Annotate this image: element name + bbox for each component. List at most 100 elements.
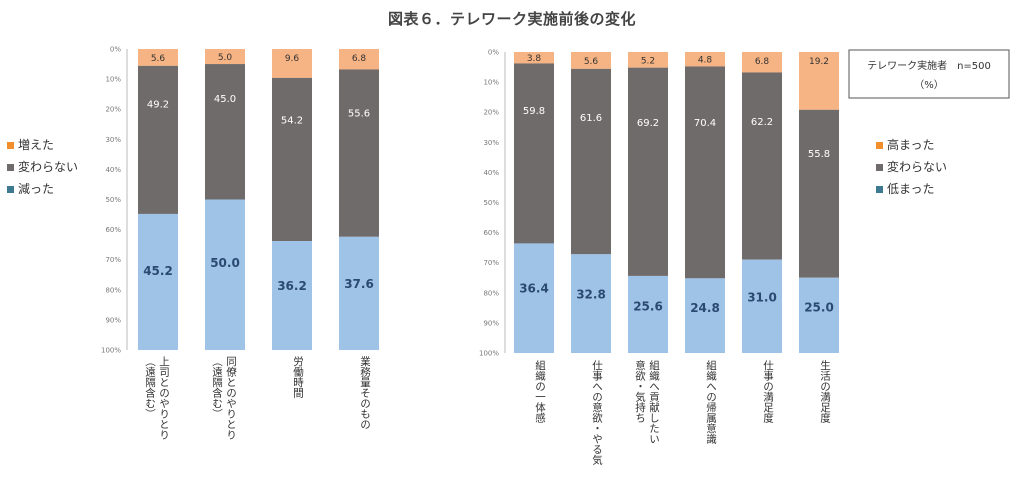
y-tick-label: 20% [483, 109, 499, 117]
legend-swatch [876, 142, 883, 149]
chart-right: 0% 10% 20% 30% 40% 50% 60% 70% 80% 90% 100% 3.8 59.8… [479, 49, 839, 466]
y-tick-label: 70% [483, 259, 499, 267]
data-label: 55.8 [808, 149, 830, 160]
bar-segment-bottom [571, 254, 611, 353]
y-tick-label: 80% [105, 286, 121, 294]
data-label: 55.6 [348, 108, 370, 119]
legend-label: 減った [18, 181, 54, 196]
bar-segment-top [205, 49, 245, 65]
y-tick-label: 40% [105, 166, 121, 174]
y-tick-label: 80% [483, 289, 499, 297]
note-line2: （%） [914, 79, 944, 91]
note-box: テレワーク実施者 n=500 （%） [848, 49, 1010, 99]
y-tick-label: 0% [110, 46, 121, 54]
bar-segment-middle [205, 64, 245, 200]
data-label: 5.6 [151, 54, 166, 64]
data-label: 45.2 [143, 264, 173, 278]
data-label: 36.2 [277, 279, 307, 293]
data-label: 37.6 [344, 277, 374, 291]
y-tick-label: 40% [483, 169, 499, 177]
category-label: 組織へ貢献したい [648, 359, 660, 444]
data-label: 5.0 [218, 53, 233, 63]
bar-segment-bottom [205, 199, 245, 350]
bar-segment-middle [514, 63, 554, 244]
y-tick-label: 30% [483, 139, 499, 147]
category-label: （遠隔含む） [211, 356, 223, 419]
data-label: 4.8 [698, 56, 713, 66]
bar-segment-top [514, 52, 554, 64]
bar-segment-middle [685, 66, 725, 279]
data-label: 69.2 [637, 118, 659, 129]
bar-segment-middle [571, 68, 611, 255]
legend-label: 変わらない [887, 159, 947, 174]
legend-label: 低まった [887, 182, 935, 196]
data-label: 31.0 [747, 291, 777, 305]
data-label: 25.0 [804, 301, 834, 315]
y-tick-label: 0% [488, 49, 499, 57]
bar-segment-top [138, 49, 178, 66]
data-label: 3.8 [527, 54, 542, 64]
legend-swatch [7, 186, 14, 193]
legend-label: 高まった [887, 137, 935, 152]
y-tick-label: 90% [105, 316, 121, 324]
y-tick-label: 30% [105, 136, 121, 144]
data-label: 6.8 [755, 57, 770, 67]
bar-segment-top [272, 49, 312, 78]
bar-segment-top [339, 49, 379, 70]
bar-segment-top [685, 52, 725, 67]
note-line1: テレワーク実施者 n=500 [867, 59, 991, 72]
category-label: 生活の満足度 [819, 359, 831, 424]
data-label: 50.0 [210, 256, 240, 270]
legend-label: 増えた [18, 138, 54, 152]
category-label: 同僚とのやりとり [225, 356, 237, 440]
y-tick-label: 50% [105, 196, 121, 204]
category-label: 業務量そのもの [359, 355, 371, 429]
legend-swatch [876, 164, 883, 171]
bar-segment-bottom [514, 243, 554, 353]
category-label: 仕事の満足度 [762, 359, 774, 424]
chart-left: 0% 10% 20% 30% 40% 50% 60% 70% 80% 90% 100% 5.6 49.2… [101, 46, 379, 440]
bar-segment-middle [628, 67, 668, 276]
y-tick-label: 20% [105, 106, 121, 114]
bar-segment-bottom [339, 236, 379, 350]
data-label: 45.0 [214, 94, 236, 105]
category-label: 労働時間 [292, 355, 304, 399]
y-tick-label: 100% [101, 347, 121, 355]
chart-title: 図表６．テレワーク実施前後の変化 [387, 10, 636, 28]
data-label: 36.4 [519, 282, 549, 296]
bar-segment-middle [272, 77, 312, 242]
bar-segment-middle [742, 72, 782, 260]
data-label: 9.6 [285, 54, 300, 64]
legend-swatch [876, 186, 883, 193]
bar-segment-top [742, 52, 782, 73]
legend-label: 変わらない [18, 159, 78, 174]
data-label: 62.2 [751, 117, 773, 128]
y-tick-label: 50% [483, 199, 499, 207]
category-label: 仕事への意欲・やる気 [591, 359, 603, 466]
data-label: 25.6 [633, 300, 663, 314]
data-label: 32.8 [576, 288, 606, 302]
y-tick-label: 10% [483, 79, 499, 87]
y-tick-label: 60% [105, 226, 121, 234]
category-label: 上司とのやりとり [158, 356, 170, 440]
bar-segment-bottom [799, 277, 839, 353]
y-tick-label: 60% [483, 229, 499, 237]
bar-segment-top [799, 52, 839, 110]
data-label: 49.2 [147, 99, 169, 110]
bar-segment-bottom [685, 278, 725, 353]
data-label: 24.8 [690, 301, 720, 315]
bar-segment-top [571, 52, 611, 69]
category-label: 組織の一体感 [534, 359, 546, 423]
y-tick-label: 10% [105, 76, 121, 84]
bar-segment-top [628, 52, 668, 68]
bar-segment-middle [339, 69, 379, 237]
data-label: 19.2 [809, 57, 829, 67]
y-tick-label: 100% [479, 350, 499, 358]
data-label: 70.4 [694, 118, 716, 129]
data-label: 59.8 [523, 106, 545, 117]
category-label: 組織への帰属意識 [705, 359, 717, 445]
category-label: 意欲・気持ち [634, 359, 646, 423]
